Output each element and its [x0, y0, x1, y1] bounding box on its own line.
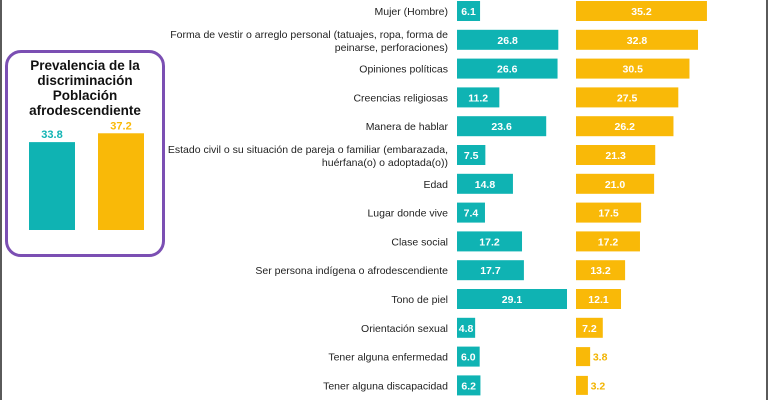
data-label: 21.0: [605, 179, 626, 191]
category-label: Ser persona indígena o afrodescendiente: [255, 265, 448, 277]
summary-value-label: 33.8: [41, 129, 62, 141]
data-label: 17.7: [480, 265, 501, 277]
bar-series-1: [457, 29, 559, 50]
category-label: Forma de vestir o arreglo personal (tatu…: [170, 29, 448, 41]
data-label: 32.8: [627, 35, 648, 47]
data-label: 26.8: [497, 35, 518, 47]
data-label: 3.2: [591, 380, 606, 392]
category-label: Estado civil o su situación de pareja o …: [168, 144, 448, 156]
data-label: 13.2: [590, 265, 611, 277]
bar-series-2: [576, 29, 699, 50]
summary-title-line: Población: [52, 88, 118, 103]
bar-series-1: [457, 116, 547, 137]
data-label: 12.1: [588, 294, 609, 306]
category-label: Tener alguna discapacidad: [323, 380, 448, 392]
bar-series-1: [457, 173, 513, 194]
data-label: 6.2: [461, 380, 476, 392]
bar-series-2: [576, 347, 591, 367]
category-label: Opiniones políticas: [359, 64, 448, 76]
data-label: 17.2: [479, 236, 500, 248]
bar-series-2: [576, 260, 626, 281]
summary-title-line: afrodescendiente: [29, 103, 141, 118]
summary-bar: [98, 133, 144, 230]
category-label: Tono de piel: [391, 294, 448, 306]
data-label: 23.6: [491, 121, 512, 133]
bar-series-1: [457, 58, 558, 79]
data-label: 7.2: [582, 323, 597, 335]
data-label: 29.1: [502, 294, 523, 306]
bar-series-2: [576, 375, 588, 395]
bar-series-2: [576, 231, 640, 252]
category-label: Mujer (Hombre): [374, 6, 448, 18]
bar-series-1: [457, 346, 480, 367]
data-label: 26.6: [497, 64, 518, 76]
data-label: 21.3: [605, 150, 626, 162]
data-label: 14.8: [475, 179, 496, 191]
summary-value-label: 37.2: [110, 120, 131, 132]
bar-series-2: [576, 173, 655, 194]
data-label: 17.2: [598, 236, 619, 248]
bar-series-1: [457, 1, 481, 21]
data-label: 27.5: [617, 92, 638, 104]
bar-series-1: [457, 317, 476, 338]
category-label: Tener alguna enfermedad: [328, 352, 448, 364]
bar-series-1: [457, 260, 524, 281]
category-label: Clase social: [391, 236, 448, 248]
bar-series-1: [457, 289, 567, 309]
data-label: 35.2: [631, 6, 652, 18]
category-label: huérfana(o) o adoptada(o)): [322, 157, 448, 169]
category-label: Manera de hablar: [366, 121, 449, 133]
bar-series-2: [576, 145, 656, 165]
data-label: 11.2: [468, 92, 488, 104]
summary-bar: [29, 142, 75, 230]
category-label: Orientación sexual: [361, 323, 448, 335]
bar-series-1: [457, 375, 481, 396]
bar-series-1: [457, 202, 485, 223]
summary-title-line: discriminación: [37, 73, 133, 88]
data-label: 17.5: [598, 208, 619, 220]
bar-series-1: [457, 87, 500, 108]
bar-series-2: [576, 317, 603, 338]
left-border: [0, 0, 2, 400]
data-label: 30.5: [623, 64, 644, 76]
bar-series-2: [576, 1, 707, 21]
category-label: Edad: [423, 179, 448, 191]
data-label: 7.4: [464, 208, 479, 220]
category-label: Lugar donde vive: [367, 208, 448, 220]
summary-title-line: Prevalencia de la: [30, 58, 140, 73]
bar-series-1: [457, 145, 486, 165]
right-border: [766, 0, 768, 400]
data-label: 26.2: [615, 121, 636, 133]
bar-series-2: [576, 202, 642, 223]
data-label: 6.1: [461, 6, 476, 18]
summary-title: Prevalencia de la discriminación Poblaci…: [8, 58, 162, 118]
data-label: 4.8: [459, 323, 474, 335]
bar-series-2: [576, 87, 679, 108]
category-label: peinarse, perforaciones): [335, 42, 448, 54]
bar-series-2: [576, 116, 674, 137]
category-label: Creencias religiosas: [353, 92, 448, 104]
data-label: 6.0: [461, 352, 476, 364]
data-label: 7.5: [464, 150, 479, 162]
bar-series-2: [576, 58, 690, 79]
bar-series-1: [457, 231, 523, 252]
bar-series-2: [576, 289, 622, 309]
data-label: 3.8: [593, 352, 608, 364]
